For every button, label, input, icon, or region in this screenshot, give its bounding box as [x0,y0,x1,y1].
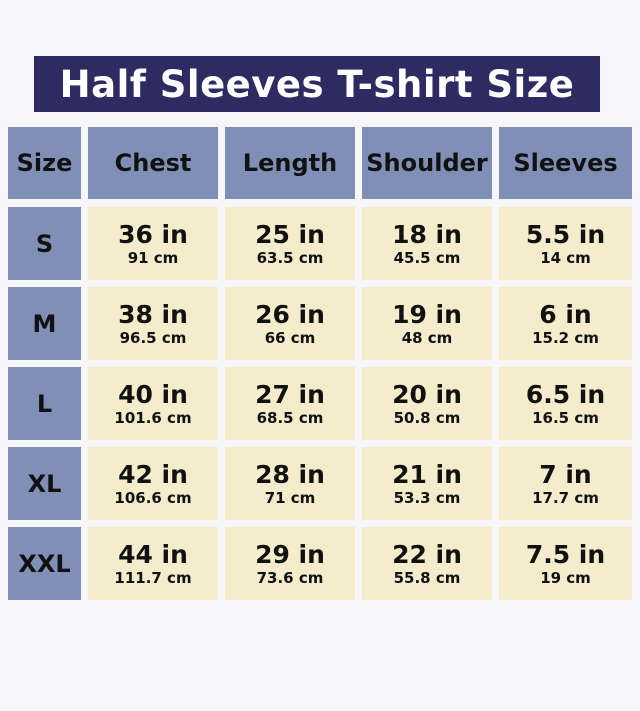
cm-value: 106.6 cm [114,488,192,507]
inches-value: 7.5 in [525,539,606,569]
measure-cell: 18 in 45.5 cm [362,207,492,280]
measure-cell: 19 in 48 cm [362,287,492,360]
inches-value: 40 in [118,379,188,409]
measure-cell: 6 in 15.2 cm [499,287,632,360]
cm-value: 66 cm [264,328,316,347]
measure-cell: 22 in 55.8 cm [362,527,492,600]
cm-value: 68.5 cm [256,408,324,427]
measure-cell: 29 in 73.6 cm [225,527,355,600]
header-label: Shoulder [366,149,488,177]
measure-cell: 27 in 68.5 cm [225,367,355,440]
inches-value: 36 in [118,219,188,249]
inches-value: 28 in [255,459,325,489]
size-cell: XL [8,447,81,520]
cm-value: 63.5 cm [256,248,324,267]
size-label: XXL [18,549,71,578]
measure-cell: 7.5 in 19 cm [499,527,632,600]
size-label: L [36,389,53,418]
size-label: M [32,309,57,338]
size-label: XL [27,469,62,498]
cm-value: 19 cm [540,568,591,587]
header-label: Length [242,149,338,177]
measure-cell: 26 in 66 cm [225,287,355,360]
measure-cell: 7 in 17.7 cm [499,447,632,520]
cm-value: 55.8 cm [393,568,461,587]
measure-cell: 6.5 in 16.5 cm [499,367,632,440]
inches-value: 27 in [255,379,325,409]
header-label: Chest [114,149,192,177]
inches-value: 42 in [118,459,188,489]
size-label: S [35,229,54,258]
inches-value: 44 in [118,539,188,569]
size-cell: XXL [8,527,81,600]
header-cell: Sleeves [499,127,632,199]
header-cell: Shoulder [362,127,492,199]
cm-value: 15.2 cm [532,328,599,347]
measure-cell: 5.5 in 14 cm [499,207,632,280]
cm-value: 71 cm [264,488,316,507]
size-cell: S [8,207,81,280]
cm-value: 14 cm [540,248,591,267]
inches-value: 25 in [255,219,325,249]
inches-value: 6 in [539,299,592,329]
inches-value: 22 in [392,539,462,569]
inches-value: 20 in [392,379,462,409]
measure-cell: 42 in 106.6 cm [88,447,218,520]
cm-value: 48 cm [401,328,453,347]
measure-cell: 20 in 50.8 cm [362,367,492,440]
cm-value: 16.5 cm [532,408,599,427]
cm-value: 91 cm [127,248,179,267]
header-cell: Chest [88,127,218,199]
cm-value: 50.8 cm [393,408,461,427]
measure-cell: 36 in 91 cm [88,207,218,280]
measure-cell: 25 in 63.5 cm [225,207,355,280]
measure-cell: 44 in 111.7 cm [88,527,218,600]
cm-value: 17.7 cm [532,488,599,507]
inches-value: 5.5 in [525,219,606,249]
measure-cell: 38 in 96.5 cm [88,287,218,360]
inches-value: 18 in [392,219,462,249]
inches-value: 26 in [255,299,325,329]
measure-cell: 21 in 53.3 cm [362,447,492,520]
size-cell: M [8,287,81,360]
inches-value: 19 in [392,299,462,329]
cm-value: 101.6 cm [114,408,192,427]
header-cell: Length [225,127,355,199]
page-title: Half Sleeves T-shirt Size [34,56,600,112]
header-label: Size [16,149,73,177]
cm-value: 45.5 cm [393,248,461,267]
cm-value: 73.6 cm [256,568,324,587]
inches-value: 29 in [255,539,325,569]
measure-cell: 28 in 71 cm [225,447,355,520]
header-label: Sleeves [513,149,618,177]
header-cell: Size [8,127,81,199]
size-cell: L [8,367,81,440]
cm-value: 96.5 cm [119,328,187,347]
measure-cell: 40 in 101.6 cm [88,367,218,440]
inches-value: 6.5 in [525,379,606,409]
inches-value: 7 in [539,459,592,489]
cm-value: 111.7 cm [114,568,192,587]
inches-value: 38 in [118,299,188,329]
inches-value: 21 in [392,459,462,489]
cm-value: 53.3 cm [393,488,461,507]
